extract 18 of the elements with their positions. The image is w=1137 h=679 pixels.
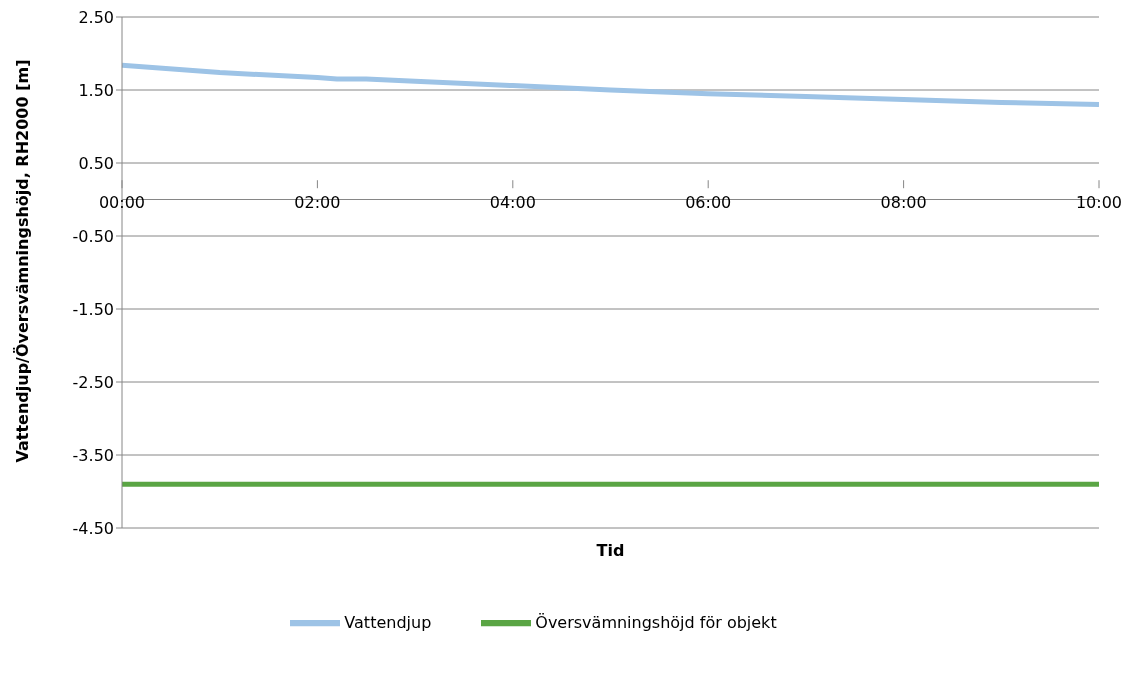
y-tick-label: -1.50 bbox=[72, 299, 114, 319]
y-tick-label: 1.50 bbox=[78, 80, 114, 100]
y-tick-label: 0.50 bbox=[78, 153, 114, 173]
y-axis-title: Vattendjup/Översvämningshöjd, RH2000 [m] bbox=[12, 59, 32, 463]
y-tick-label: -0.50 bbox=[72, 226, 114, 246]
x-axis-title: Tid bbox=[596, 541, 625, 560]
x-tick-label: 10:00 bbox=[1075, 193, 1123, 213]
x-tick-label: 02:00 bbox=[294, 193, 341, 213]
x-tick-label: 08:00 bbox=[880, 193, 927, 213]
y-tick-label: 2.50 bbox=[78, 7, 114, 27]
x-tick-label: 04:00 bbox=[489, 193, 536, 213]
legend-label: Vattendjup bbox=[344, 612, 432, 632]
y-tick-label: -2.50 bbox=[72, 372, 114, 392]
x-tick-label: 06:00 bbox=[685, 193, 732, 213]
y-tick-label: -4.50 bbox=[72, 518, 114, 538]
y-tick-label: -3.50 bbox=[72, 445, 114, 465]
x-tick-label: 00:00 bbox=[98, 193, 146, 213]
legend-label: Översvämningshöjd för objekt bbox=[535, 612, 777, 632]
